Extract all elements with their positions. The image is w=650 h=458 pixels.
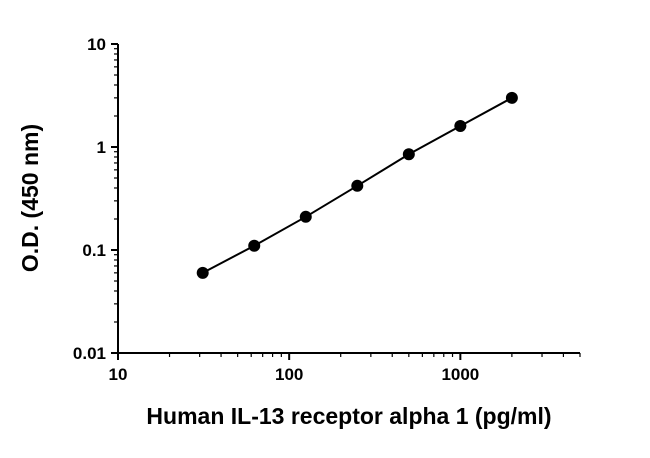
y-axis-label: O.D. (450 nm): [17, 124, 43, 272]
y-tick-label: 10: [87, 35, 106, 54]
y-tick-label: 0.01: [73, 344, 106, 363]
y-tick-label: 0.1: [82, 241, 106, 260]
x-axis-label: Human IL-13 receptor alpha 1 (pg/ml): [146, 403, 551, 429]
data-point: [196, 266, 209, 279]
plot-layer: 10 100 1000 0.01 0.1 1 10: [73, 35, 581, 384]
x-tick-label: 1000: [441, 365, 479, 384]
x-tick-label: 100: [275, 365, 303, 384]
data-point: [402, 148, 415, 161]
data-point: [248, 239, 261, 252]
data-point: [505, 91, 518, 104]
data-point: [299, 210, 312, 223]
data-point: [351, 179, 364, 192]
x-tick-label: 10: [109, 365, 128, 384]
data-point: [454, 119, 467, 132]
y-tick-label: 1: [97, 138, 106, 157]
